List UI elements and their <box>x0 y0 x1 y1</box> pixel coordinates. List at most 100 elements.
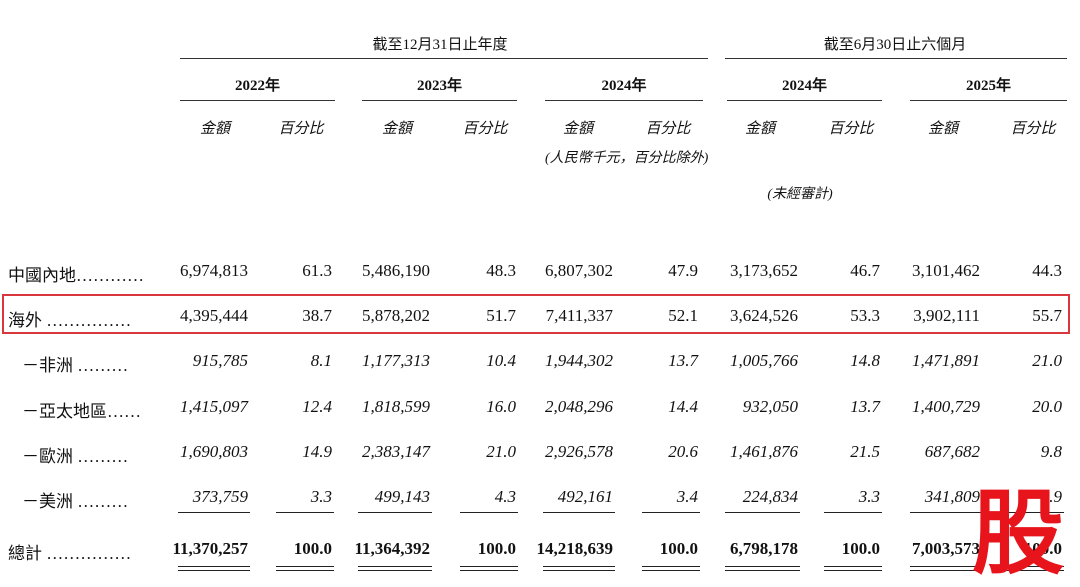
subtotal-rule <box>1006 512 1064 513</box>
subtotal-rule <box>358 512 432 513</box>
cell-value: 2,926,578 <box>545 442 613 461</box>
total-double-rule <box>460 566 518 571</box>
cell-value: 21.0 <box>1032 351 1062 370</box>
cell-value: 11,370,257 <box>172 539 248 558</box>
year-header-2023: 2023年 <box>416 78 462 94</box>
cell-value: 20.6 <box>668 442 698 461</box>
subtotal-rule <box>178 512 250 513</box>
cell-value: 5,878,202 <box>362 306 430 325</box>
subtotal-rule <box>460 512 518 513</box>
total-double-rule <box>910 566 982 571</box>
cell-value: 1,461,876 <box>730 442 798 461</box>
total-double-rule <box>358 566 432 571</box>
subtotal-rule <box>824 512 882 513</box>
cell-value: 6,807,302 <box>545 261 613 280</box>
cell-value: 21.0 <box>486 442 516 461</box>
row-label-americas: －美洲 ……… <box>22 492 129 511</box>
cell-value: 14.9 <box>302 442 332 461</box>
year-rule-2024 <box>545 100 703 101</box>
total-double-rule <box>178 566 250 571</box>
row-label-asia-pacific: －亞太地區…… <box>22 402 141 421</box>
col-percent-2022: 百分比 <box>278 121 324 137</box>
cell-value: 341,809 <box>924 487 980 506</box>
total-double-rule <box>642 566 700 571</box>
cell-value: 2,048,296 <box>545 397 613 416</box>
cell-value: 51.7 <box>486 306 516 325</box>
cell-value: 7,411,337 <box>545 306 613 325</box>
cell-value: 52.1 <box>668 306 698 325</box>
cell-value: 47.9 <box>668 261 698 280</box>
cell-value: 3,902,111 <box>913 306 980 325</box>
cell-value: 10.4 <box>486 351 516 370</box>
row-label-overseas: 海外 …………… <box>8 311 132 330</box>
cell-value: 492,161 <box>557 487 613 506</box>
row-label-mainland: 中國內地………… <box>8 266 144 285</box>
watermark-logo: 股 <box>972 480 1065 587</box>
cell-value: 4,395,444 <box>180 306 248 325</box>
col-percent-2023: 百分比 <box>462 121 508 137</box>
cell-value: 100.0 <box>659 539 698 558</box>
total-double-rule <box>276 566 334 571</box>
cell-value: 3,101,462 <box>912 261 980 280</box>
cell-value: 1,400,729 <box>912 397 980 416</box>
cell-value: 53.3 <box>850 306 880 325</box>
cell-value: 1,005,766 <box>730 351 798 370</box>
group-rule-6m <box>725 58 1067 59</box>
col-amount-2024-6m: 金額 <box>744 121 775 137</box>
row-label-total: 總計 …………… <box>8 544 132 563</box>
cell-value: 373,759 <box>192 487 248 506</box>
cell-value: 44.3 <box>1032 261 1062 280</box>
cell-value: 932,050 <box>742 397 798 416</box>
header-fiscal-year-group: 截至12月31日止年度 <box>372 37 508 53</box>
cell-value: 4.9 <box>1040 487 1062 506</box>
row-label-europe: －歐洲 ……… <box>22 447 129 466</box>
subtotal-rule <box>642 512 700 513</box>
col-percent-2025-6m: 百分比 <box>1010 121 1056 137</box>
cell-value: 3,173,652 <box>730 261 798 280</box>
total-double-rule <box>1006 566 1064 571</box>
header-six-months-group: 截至6月30日止六個月 <box>823 37 967 53</box>
cell-value: 14,218,639 <box>536 539 614 558</box>
cell-value: 14.4 <box>668 397 698 416</box>
cell-value: 6,974,813 <box>180 261 248 280</box>
subtotal-rule <box>910 512 982 513</box>
cell-value: 4.3 <box>494 487 516 506</box>
cell-value: 13.7 <box>850 397 880 416</box>
col-percent-2024: 百分比 <box>645 121 691 137</box>
overseas-row-highlight <box>2 294 1070 334</box>
cell-value: 1,415,097 <box>180 397 248 416</box>
row-label-africa: －非洲 ……… <box>22 356 129 375</box>
total-double-rule <box>824 566 882 571</box>
col-amount-2023: 金額 <box>381 121 412 137</box>
cell-value: 61.3 <box>302 261 332 280</box>
year-header-2024: 2024年 <box>601 78 647 94</box>
cell-value: 3,624,526 <box>730 306 798 325</box>
year-rule-2024-6m <box>727 100 882 101</box>
total-double-rule <box>725 566 800 571</box>
cell-value: 1,471,891 <box>912 351 980 370</box>
total-double-rule <box>543 566 615 571</box>
cell-value: 100.0 <box>841 539 880 558</box>
col-amount-2022: 金額 <box>199 121 230 137</box>
cell-value: 100.0 <box>477 539 516 558</box>
cell-value: 14.8 <box>850 351 880 370</box>
cell-value: 3.3 <box>310 487 332 506</box>
cell-value: 224,834 <box>742 487 798 506</box>
cell-value: 7,003,573 <box>912 539 980 558</box>
year-rule-2022 <box>180 100 335 101</box>
unit-note: (人民幣千元，百分比除外) <box>545 151 709 166</box>
cell-value: 1,690,803 <box>180 442 248 461</box>
cell-value: 46.7 <box>850 261 880 280</box>
cell-value: 1,944,302 <box>545 351 613 370</box>
group-rule-fy <box>180 58 708 59</box>
cell-value: 1,818,599 <box>362 397 430 416</box>
cell-value: 499,143 <box>374 487 430 506</box>
col-percent-2024-6m: 百分比 <box>828 121 874 137</box>
cell-value: 9.8 <box>1040 442 1062 461</box>
cell-value: 20.0 <box>1032 397 1062 416</box>
cell-value: 2,383,147 <box>362 442 430 461</box>
cell-value: 3.3 <box>858 487 880 506</box>
cell-value: 5,486,190 <box>362 261 430 280</box>
cell-value: 13.7 <box>668 351 698 370</box>
year-header-2024-6m: 2024年 <box>781 78 827 94</box>
